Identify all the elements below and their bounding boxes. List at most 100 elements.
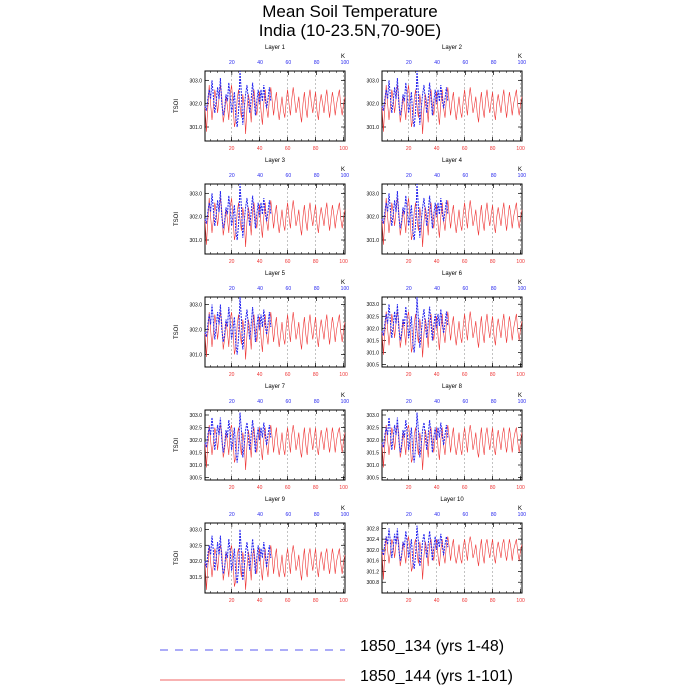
y-tick-label: 303.0 [366, 413, 379, 419]
x-tick-label-top: 80 [314, 399, 320, 405]
x-tick-label-top: 40 [434, 286, 440, 292]
y-tick-label: 302.4 [366, 537, 379, 543]
legend-label-0: 1850_134 (yrs 1-48) [360, 638, 505, 655]
y-axis-label: TSOI [174, 99, 180, 113]
top-axis-label: K [518, 506, 522, 512]
x-tick-label-bottom: 80 [313, 146, 319, 152]
series-line-1850-144 [204, 84, 346, 135]
x-tick-label-bottom: 20 [406, 598, 412, 604]
figure-title-line1: Mean Soil Temperature [262, 2, 438, 21]
top-axis-label: K [341, 393, 345, 399]
x-tick-label-top: 60 [463, 173, 469, 179]
x-tick-label-top: 100 [518, 173, 527, 179]
x-tick-label-top: 20 [229, 286, 235, 292]
x-tick-label-top: 80 [314, 60, 320, 66]
x-tick-label-bottom: 60 [285, 146, 291, 152]
x-tick-label-bottom: 100 [339, 485, 348, 491]
y-tick-label: 302.0 [189, 328, 202, 334]
x-tick-label-bottom: 60 [462, 598, 468, 604]
y-tick-label: 302.0 [189, 438, 202, 444]
series-line-1850-134 [204, 183, 272, 241]
series-line-1850-134 [204, 70, 272, 128]
y-tick-label: 301.0 [189, 463, 202, 469]
x-tick-label-top: 100 [518, 399, 527, 405]
plot-frame [381, 522, 523, 594]
y-tick-label: 300.8 [366, 580, 379, 586]
y-tick-label: 302.5 [189, 426, 202, 432]
y-tick-label: 302.5 [189, 543, 202, 549]
series-line-1850-144 [204, 424, 346, 471]
x-tick-label-bottom: 80 [313, 485, 319, 491]
x-tick-label-bottom: 40 [434, 372, 440, 378]
y-tick-label: 300.5 [366, 363, 379, 369]
x-tick-label-top: 100 [341, 399, 350, 405]
x-tick-label-bottom: 80 [313, 259, 319, 265]
x-tick-label-top: 100 [341, 286, 350, 292]
series-line-1850-144 [381, 197, 523, 248]
y-tick-label: 302.5 [366, 426, 379, 432]
plot-frame [381, 70, 523, 142]
x-tick-label-bottom: 40 [257, 259, 263, 265]
panel-title: Layer 1 [265, 45, 286, 51]
x-tick-label-top: 20 [229, 512, 235, 518]
y-tick-label: 301.5 [189, 575, 202, 581]
top-axis-label: K [518, 54, 522, 60]
legend-item-0: 1850_134 (yrs 1-48) [160, 638, 580, 662]
x-tick-label-top: 20 [406, 173, 412, 179]
x-tick-label-top: 60 [286, 60, 292, 66]
x-tick-label-bottom: 20 [406, 259, 412, 265]
top-axis-label: K [518, 280, 522, 286]
series-line-1850-134 [381, 412, 449, 463]
x-tick-label-bottom: 40 [434, 485, 440, 491]
x-tick-label-bottom: 80 [490, 485, 496, 491]
y-tick-label: 300.5 [189, 476, 202, 482]
top-axis-label: K [341, 506, 345, 512]
series-line-1850-134 [204, 412, 272, 463]
series-line-1850-144 [204, 311, 346, 360]
y-tick-label: 301.6 [366, 559, 379, 565]
x-tick-label-bottom: 80 [490, 598, 496, 604]
x-tick-label-top: 60 [286, 286, 292, 292]
x-tick-label-bottom: 40 [434, 146, 440, 152]
series-line-1850-144 [381, 84, 523, 135]
legend-label-1: 1850_144 (yrs 1-101) [360, 668, 513, 685]
x-tick-label-top: 40 [434, 399, 440, 405]
x-tick-label-top: 80 [314, 512, 320, 518]
x-tick-label-top: 60 [286, 399, 292, 405]
series-line-1850-144 [204, 545, 346, 590]
y-tick-label: 301.0 [189, 238, 202, 244]
y-tick-label: 301.2 [366, 569, 379, 575]
x-tick-label-top: 80 [491, 173, 497, 179]
series-line-1850-134 [204, 529, 272, 584]
x-tick-label-top: 40 [434, 512, 440, 518]
x-tick-label-top: 80 [491, 399, 497, 405]
x-tick-label-top: 100 [341, 512, 350, 518]
x-tick-label-top: 20 [406, 286, 412, 292]
x-tick-label-bottom: 20 [406, 372, 412, 378]
legend-line-dashed [160, 649, 345, 651]
x-tick-label-bottom: 40 [257, 485, 263, 491]
y-axis-label: TSOI [174, 212, 180, 226]
x-tick-label-bottom: 40 [434, 259, 440, 265]
x-tick-label-top: 80 [314, 286, 320, 292]
x-tick-label-bottom: 100 [339, 146, 348, 152]
y-tick-label: 302.0 [189, 102, 202, 108]
panel-title: Layer 10 [440, 497, 464, 503]
top-axis-label: K [518, 393, 522, 399]
series-line-1850-144 [204, 197, 346, 248]
x-tick-label-bottom: 60 [285, 372, 291, 378]
y-tick-label: 301.0 [189, 125, 202, 131]
x-tick-label-top: 80 [491, 60, 497, 66]
x-tick-label-bottom: 60 [285, 485, 291, 491]
x-tick-label-bottom: 60 [462, 259, 468, 265]
x-tick-label-bottom: 100 [339, 259, 348, 265]
y-tick-label: 301.0 [366, 463, 379, 469]
x-tick-label-bottom: 80 [490, 372, 496, 378]
x-tick-label-bottom: 100 [516, 259, 525, 265]
